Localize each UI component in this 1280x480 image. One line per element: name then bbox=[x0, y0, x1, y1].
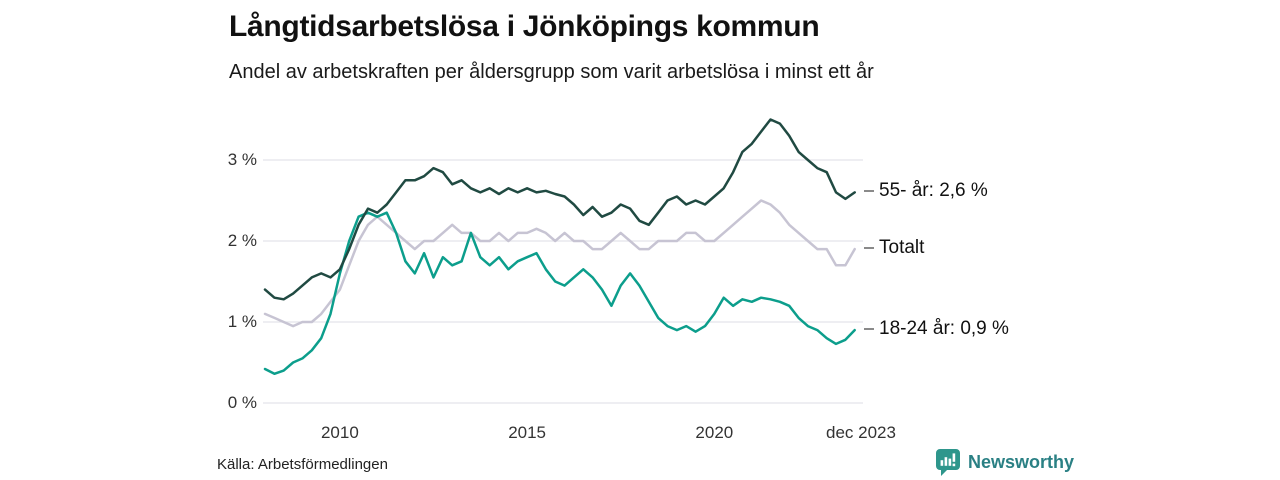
series-label-18-24-r: 18-24 år: 0,9 % bbox=[864, 318, 1009, 340]
series-label-totalt: Totalt bbox=[864, 237, 924, 259]
y-tick-label: 1 % bbox=[227, 312, 257, 331]
chart-title: Långtidsarbetslösa i Jönköpings kommun bbox=[229, 10, 820, 43]
bar-chart-speech-bubble-icon bbox=[936, 449, 960, 476]
y-tick-label: 0 % bbox=[227, 393, 257, 412]
series-label-text: 55- år: 2,6 % bbox=[879, 180, 988, 202]
series-line-totalt bbox=[263, 199, 856, 328]
series-label-text: 18-24 år: 0,9 % bbox=[879, 318, 1009, 340]
y-tick-label: 3 % bbox=[227, 150, 257, 169]
chart-subtitle: Andel av arbetskraften per åldersgrupp s… bbox=[229, 61, 874, 83]
x-tick-label: 2015 bbox=[508, 423, 547, 442]
brand-logo: Newsworthy bbox=[936, 449, 1074, 476]
y-tick-label: 2 % bbox=[227, 231, 257, 250]
x-tick-label: dec 2023 bbox=[826, 423, 896, 442]
label-connector-dash bbox=[864, 328, 874, 331]
source-note: Källa: Arbetsförmedlingen bbox=[217, 456, 388, 473]
series-label-55-r: 55- år: 2,6 % bbox=[864, 180, 988, 202]
chart-plot-area bbox=[263, 118, 863, 404]
label-connector-dash bbox=[864, 247, 874, 250]
brand-name: Newsworthy bbox=[968, 452, 1075, 472]
series-label-text: Totalt bbox=[879, 237, 925, 259]
label-connector-dash bbox=[864, 190, 874, 193]
series-line-55-r bbox=[263, 118, 856, 301]
x-tick-label: 2010 bbox=[320, 423, 359, 442]
x-tick-label: 2020 bbox=[695, 423, 734, 442]
